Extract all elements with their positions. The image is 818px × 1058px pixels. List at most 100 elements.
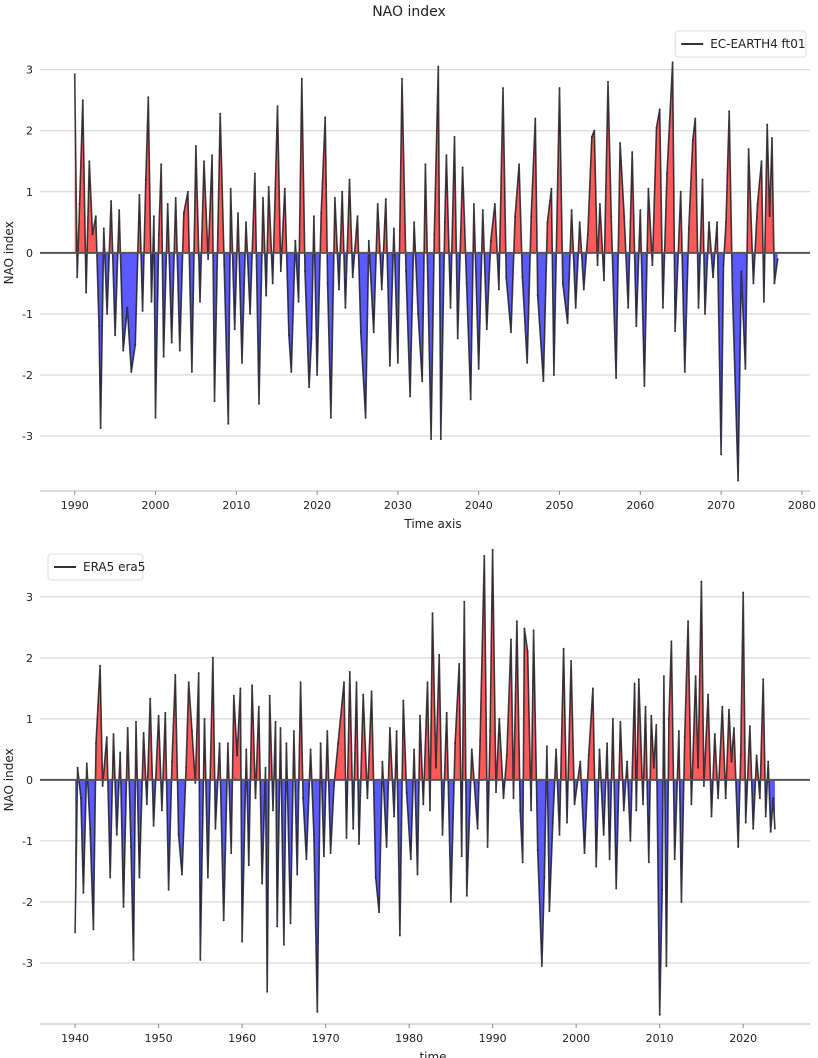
data-point	[766, 123, 769, 126]
data-point	[359, 331, 362, 334]
data-point	[728, 708, 730, 711]
data-point	[694, 675, 697, 678]
data-point	[558, 87, 561, 89]
data-point	[152, 215, 155, 218]
data-point	[561, 282, 564, 285]
data-point	[197, 672, 200, 675]
data-point	[712, 276, 714, 279]
data-point	[502, 797, 505, 800]
data-point	[762, 678, 765, 681]
data-point	[505, 754, 508, 757]
data-point	[671, 61, 674, 64]
data-point	[376, 203, 379, 205]
data-point	[416, 873, 419, 876]
data-point	[316, 374, 319, 376]
x-tick-label: 2030	[384, 499, 412, 512]
data-point	[619, 720, 622, 723]
data-point	[518, 163, 521, 166]
data-point	[122, 905, 125, 908]
data-point	[725, 221, 727, 224]
data-point	[623, 215, 626, 218]
data-point	[211, 656, 214, 659]
data-point	[337, 742, 340, 745]
data-point	[548, 910, 551, 913]
data-point	[637, 678, 640, 681]
legend: EC-EARTH4 ft01	[674, 30, 807, 58]
data-point	[141, 309, 144, 312]
data-point	[583, 852, 586, 855]
y-tick-label: -2	[22, 896, 33, 909]
data-point	[211, 154, 214, 157]
x-tick-label: 2000	[562, 1032, 590, 1045]
x-tick-label: 1950	[145, 1032, 173, 1045]
data-point	[570, 209, 573, 212]
data-point	[739, 754, 742, 757]
data-point	[523, 627, 526, 630]
data-point	[526, 650, 529, 653]
data-point	[138, 876, 141, 879]
data-point	[138, 193, 141, 196]
data-point	[512, 797, 515, 800]
data-point	[721, 705, 724, 708]
data-point	[742, 591, 745, 594]
data-point	[772, 797, 775, 800]
data-point	[596, 264, 599, 267]
y-tick-label: 3	[26, 591, 33, 604]
legend-box	[47, 553, 144, 581]
data-point	[227, 422, 230, 425]
data-point	[351, 276, 354, 279]
data-point	[536, 849, 539, 852]
data-point	[752, 282, 755, 285]
data-point	[299, 681, 302, 684]
data-point	[722, 264, 725, 267]
data-point	[112, 733, 115, 736]
data-point	[380, 288, 383, 291]
data-point	[532, 629, 535, 632]
data-point	[687, 227, 690, 230]
data-point	[683, 370, 686, 373]
data-point	[329, 416, 332, 419]
y-tick-label: 0	[26, 774, 33, 787]
data-point	[333, 785, 335, 787]
data-point	[690, 803, 693, 806]
x-tick-label: 1960	[228, 1032, 256, 1045]
data-point	[493, 203, 496, 205]
data-point	[658, 1013, 661, 1016]
y-tick-label: 2	[26, 652, 33, 665]
data-point	[748, 725, 751, 728]
data-point	[348, 178, 351, 181]
data-point	[666, 172, 668, 175]
data-point	[460, 855, 463, 858]
data-point	[673, 858, 676, 861]
data-point	[199, 300, 201, 303]
data-point	[591, 687, 594, 690]
data-point	[89, 827, 92, 830]
data-point	[586, 233, 589, 236]
data-point	[302, 797, 305, 800]
data-point	[190, 370, 193, 373]
data-point	[167, 888, 170, 891]
data-point	[352, 827, 355, 830]
data-point	[720, 453, 723, 456]
data-point	[633, 682, 636, 685]
data-point	[395, 730, 398, 733]
x-tick-label: 2020	[729, 1032, 757, 1045]
data-point	[677, 730, 680, 733]
data-point	[92, 928, 95, 931]
data-point	[181, 873, 183, 876]
data-point	[402, 699, 405, 702]
data-point	[598, 748, 601, 751]
data-point	[105, 736, 108, 739]
data-point	[174, 196, 177, 199]
data-point	[651, 264, 654, 267]
data-point	[304, 270, 306, 273]
data-point	[483, 554, 486, 557]
data-point	[543, 876, 546, 879]
data-point	[160, 809, 163, 812]
data-point	[642, 803, 644, 806]
data-point	[534, 117, 537, 120]
x-tick-label: 2070	[707, 499, 735, 512]
data-point	[99, 427, 102, 430]
y-tick-label: 1	[26, 186, 33, 199]
data-point	[578, 221, 581, 224]
